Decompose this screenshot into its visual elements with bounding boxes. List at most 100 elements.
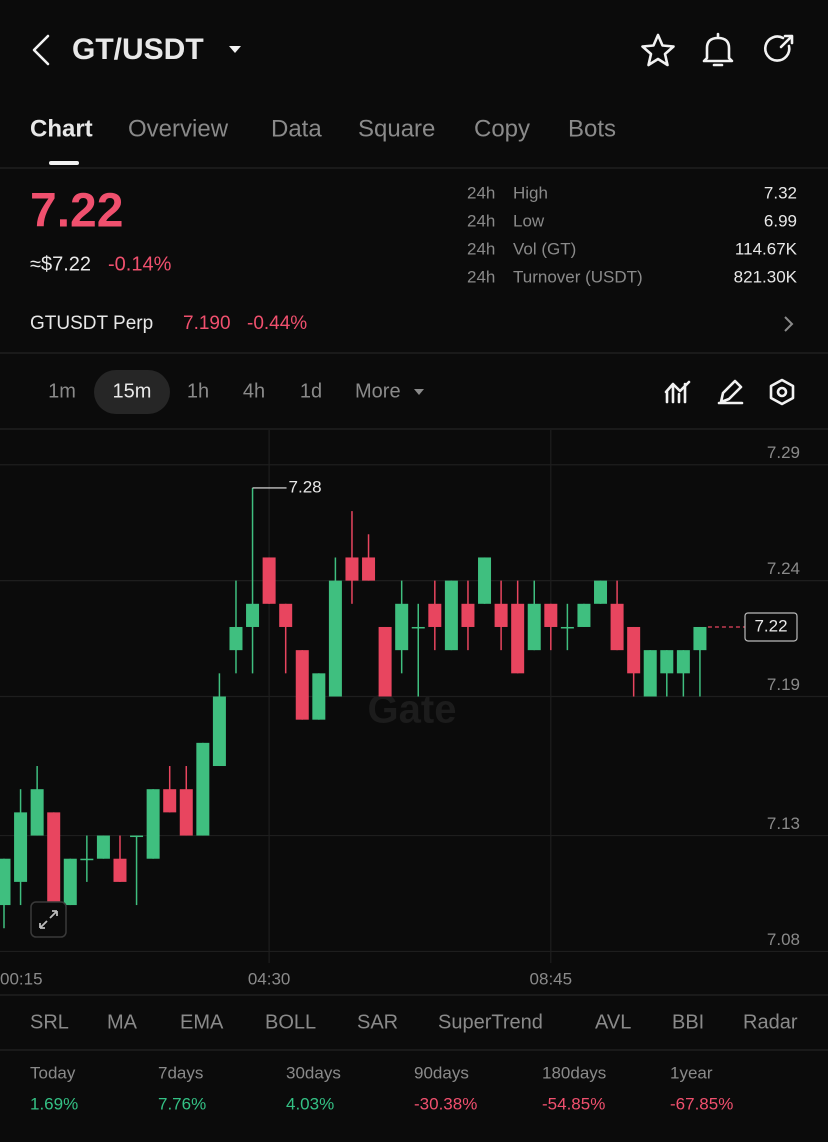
x-tick-label: 00:15 [0,969,43,988]
interval[interactable]: 15m [113,380,152,402]
tab[interactable]: Square [358,115,435,142]
perf-value: -30.38% [414,1094,477,1113]
x-tick-label: 08:45 [530,969,573,988]
perf-value: -67.85% [670,1094,733,1113]
perp-name[interactable]: GTUSDT Perp [30,313,153,334]
stat-period: 24h [467,211,495,230]
candles: 7.28 7.22 [0,477,798,929]
stat-label: Vol (GT) [513,239,576,258]
usd-price: ≈$7.22 [30,253,91,275]
pair-dropdown[interactable] [229,46,241,53]
draw-icon[interactable] [717,379,744,405]
perf-label: 180days [542,1063,606,1082]
perp-chevron[interactable] [784,316,794,332]
stat-label: Turnover (USDT) [513,267,643,286]
indicator[interactable]: BBI [672,1011,704,1033]
candle-body [14,812,28,882]
candle-body [179,789,193,836]
indicator[interactable]: AVL [595,1011,631,1033]
candle-body [428,603,442,627]
y-tick-label: 7.29 [767,443,800,462]
favorite-icon[interactable] [641,33,675,67]
tab[interactable]: Overview [128,115,229,142]
interval[interactable]: 4h [243,380,265,402]
tab-indicator [49,161,79,165]
candle-body [395,603,409,651]
indicator[interactable]: BOLL [265,1011,316,1033]
candle-body [113,858,127,882]
candle-body [0,858,11,906]
settings-icon-dot [776,386,788,398]
perp-change: -0.44% [247,313,307,334]
stat-period: 24h [467,239,495,258]
indicator[interactable]: EMA [180,1011,224,1033]
last-price-label: 7.22 [754,616,787,635]
share-icon[interactable] [763,34,794,62]
candle-body [494,603,508,627]
candle-body [47,812,61,906]
perf-value: 1.69% [30,1094,78,1113]
candle-body [643,650,657,697]
perf-label: 7days [158,1063,203,1082]
candle-body [262,557,276,604]
stat-value: 114.67K [735,239,798,258]
candle-body [544,603,558,627]
more-caret[interactable] [414,389,424,395]
tab[interactable]: Bots [568,115,616,142]
candle-body [594,580,608,604]
stat-value: 7.32 [764,183,797,202]
candle-body [130,835,144,838]
tab[interactable]: Chart [30,115,93,142]
price-change: -0.14% [108,253,172,275]
x-tick-label: 04:30 [248,969,291,988]
indicator[interactable]: SAR [357,1011,398,1033]
pair-title[interactable]: GT/USDT [72,33,204,66]
candle-body [660,650,674,674]
indicator[interactable]: Radar [743,1011,798,1033]
candle-body [527,603,541,651]
interval[interactable]: 1m [48,380,76,402]
settings-icon[interactable] [769,378,795,406]
candle-body [212,696,226,767]
y-tick-label: 7.08 [767,930,800,949]
perf-value: -54.85% [542,1094,605,1113]
candle-body [610,603,624,651]
stat-period: 24h [467,267,495,286]
perf-value: 7.76% [158,1094,206,1113]
interval[interactable]: 1d [300,380,322,402]
perf-label: 90days [414,1063,469,1082]
indicator[interactable]: MA [107,1011,138,1033]
indicator-icon[interactable] [664,380,691,404]
candle-body [511,603,525,674]
perf-label: Today [30,1063,76,1082]
last-price-box [744,612,798,642]
candle-body [328,580,342,697]
candle-body [478,557,492,604]
indicator[interactable]: SRL [30,1011,69,1033]
candle-body [163,789,177,813]
y-tick-label: 7.19 [767,675,800,694]
stat-label: High [513,183,548,202]
stat-value: 6.99 [764,211,797,230]
stat-label: Low [513,211,545,230]
interval[interactable]: 1h [187,380,209,402]
candle-body [411,626,425,629]
candle-body [627,626,641,674]
tab[interactable]: Copy [474,115,530,142]
candle-body [295,650,309,720]
stat-period: 24h [467,183,495,202]
fullscreen-button[interactable] [30,901,67,938]
alert-icon[interactable] [702,32,734,67]
candle-body [246,603,260,627]
back-button[interactable] [32,34,50,66]
interval[interactable]: More [355,380,401,402]
candle-body [444,580,458,651]
indicator[interactable]: SuperTrend [438,1011,543,1033]
candle-body [676,650,690,674]
candle-body [30,789,44,836]
tab[interactable]: Data [271,115,322,142]
candle-body [577,603,591,627]
candle-body [378,626,392,697]
